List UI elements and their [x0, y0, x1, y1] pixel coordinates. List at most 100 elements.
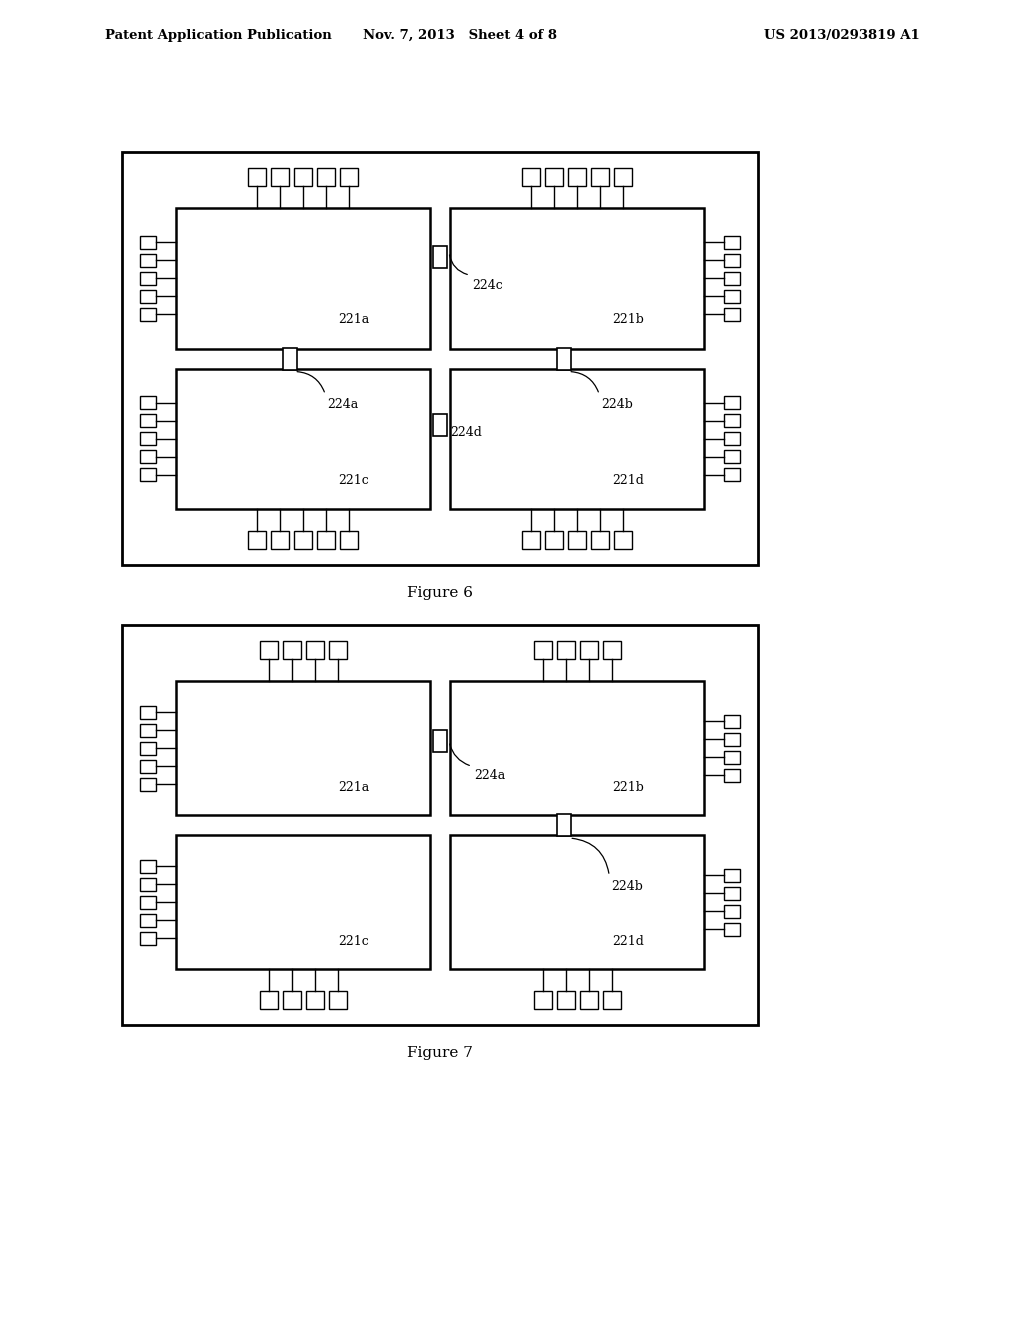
Bar: [140, 759, 156, 772]
Bar: [140, 723, 156, 737]
Bar: [271, 168, 289, 186]
Text: 224a: 224a: [328, 397, 358, 411]
Bar: [522, 531, 540, 549]
Text: US 2013/0293819 A1: US 2013/0293819 A1: [764, 29, 920, 41]
Bar: [557, 814, 571, 836]
Bar: [140, 253, 156, 267]
Bar: [294, 168, 312, 186]
Bar: [724, 308, 740, 321]
Bar: [545, 168, 563, 186]
Bar: [140, 414, 156, 428]
Text: 224d: 224d: [450, 426, 482, 440]
Bar: [176, 209, 430, 348]
Bar: [140, 705, 156, 718]
Bar: [580, 991, 597, 1008]
Text: 224b: 224b: [601, 397, 633, 411]
Text: 221c: 221c: [338, 474, 370, 487]
Text: 224c: 224c: [472, 279, 503, 292]
Bar: [724, 869, 740, 882]
Bar: [724, 469, 740, 482]
Bar: [602, 642, 621, 659]
Text: 221a: 221a: [338, 781, 370, 793]
Bar: [534, 991, 552, 1008]
Bar: [259, 642, 278, 659]
Bar: [329, 642, 346, 659]
Bar: [724, 768, 740, 781]
Bar: [724, 396, 740, 409]
Bar: [283, 642, 300, 659]
Bar: [140, 236, 156, 248]
Bar: [556, 642, 574, 659]
Bar: [140, 469, 156, 482]
Bar: [545, 531, 563, 549]
Bar: [724, 751, 740, 763]
Text: 221d: 221d: [612, 474, 644, 487]
Bar: [602, 991, 621, 1008]
Bar: [340, 531, 358, 549]
Text: 224a: 224a: [474, 770, 505, 783]
Bar: [568, 531, 586, 549]
Bar: [271, 531, 289, 549]
Bar: [140, 913, 156, 927]
Bar: [450, 368, 705, 510]
Bar: [140, 432, 156, 445]
Bar: [614, 531, 632, 549]
Bar: [176, 836, 430, 969]
Bar: [724, 714, 740, 727]
Bar: [176, 681, 430, 814]
Bar: [556, 991, 574, 1008]
Bar: [283, 991, 300, 1008]
Text: Figure 7: Figure 7: [408, 1045, 473, 1060]
Bar: [140, 895, 156, 908]
Text: 224b: 224b: [611, 880, 643, 894]
Bar: [591, 531, 609, 549]
Bar: [724, 272, 740, 285]
Text: Figure 6: Figure 6: [407, 586, 473, 601]
Bar: [591, 168, 609, 186]
Bar: [724, 733, 740, 746]
Bar: [450, 209, 705, 348]
Bar: [724, 904, 740, 917]
Bar: [580, 642, 597, 659]
Bar: [450, 836, 705, 969]
Bar: [433, 246, 447, 268]
Bar: [433, 730, 447, 752]
Text: 221c: 221c: [338, 935, 370, 948]
Bar: [140, 742, 156, 755]
Text: Nov. 7, 2013   Sheet 4 of 8: Nov. 7, 2013 Sheet 4 of 8: [362, 29, 557, 41]
Bar: [122, 152, 758, 565]
Bar: [176, 368, 430, 510]
Bar: [724, 253, 740, 267]
Bar: [724, 450, 740, 463]
Bar: [568, 168, 586, 186]
Bar: [248, 531, 266, 549]
Bar: [329, 991, 346, 1008]
Text: 221b: 221b: [612, 781, 644, 793]
Bar: [140, 932, 156, 945]
Bar: [140, 396, 156, 409]
Bar: [534, 642, 552, 659]
Bar: [140, 777, 156, 791]
Text: 221d: 221d: [612, 935, 644, 948]
Bar: [140, 878, 156, 891]
Text: 221a: 221a: [338, 313, 370, 326]
Bar: [140, 308, 156, 321]
Bar: [317, 531, 335, 549]
Bar: [340, 168, 358, 186]
Bar: [248, 168, 266, 186]
Bar: [294, 531, 312, 549]
Bar: [724, 236, 740, 248]
Bar: [724, 414, 740, 428]
Bar: [140, 272, 156, 285]
Bar: [614, 168, 632, 186]
Bar: [724, 432, 740, 445]
Bar: [522, 168, 540, 186]
Bar: [305, 991, 324, 1008]
Bar: [122, 624, 758, 1026]
Bar: [317, 168, 335, 186]
Text: Patent Application Publication: Patent Application Publication: [105, 29, 332, 41]
Bar: [724, 923, 740, 936]
Bar: [140, 859, 156, 873]
Bar: [450, 681, 705, 814]
Bar: [724, 887, 740, 899]
